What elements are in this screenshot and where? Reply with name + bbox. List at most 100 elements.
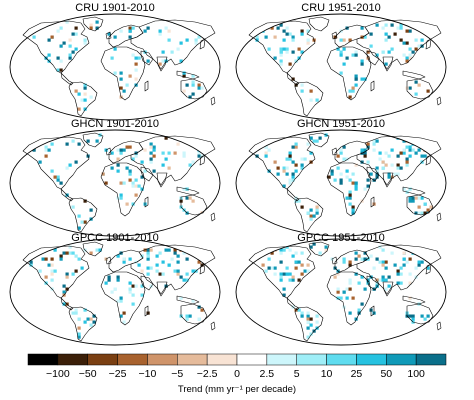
trend-cell [417,211,421,215]
trend-cell [294,260,298,264]
trend-cell [288,62,292,66]
trend-cell [74,89,78,93]
trend-cell [77,92,81,96]
trend-cell [399,26,403,30]
trend-cell [273,266,277,270]
trend-cell [113,287,117,291]
trend-cell [161,272,165,276]
trend-cells [252,133,433,221]
trend-cell [429,205,433,209]
trend-cell [44,145,48,149]
trend-cell [309,217,313,221]
trend-cell [282,47,286,51]
trend-cell [351,296,355,300]
trend-cell [122,181,126,185]
trend-cell [86,317,90,321]
trend-cell [360,275,364,279]
trend-cell [315,320,319,324]
trend-cell [378,157,382,161]
trend-cell [107,275,111,279]
trend-cell [342,290,346,294]
trend-cell [59,44,63,48]
trend-cell [200,86,204,90]
trend-cell [146,266,150,270]
trend-cell [414,211,418,215]
trend-cell [119,29,123,33]
trend-cell [56,175,60,179]
trend-cell [351,205,355,209]
trend-cell [71,32,75,36]
trend-cell [267,248,271,252]
trend-cell [279,53,283,57]
trend-cell [200,308,204,312]
trend-cell [369,32,373,36]
trend-cell [83,220,87,224]
panel-title: GHCN 1951-2010 [297,118,385,130]
trend-cell [414,38,418,42]
trend-cell [59,254,63,258]
trend-cell [306,142,310,146]
trend-cell [336,166,340,170]
trend-cell [83,38,87,42]
trend-cell [50,257,54,261]
trend-cell [384,287,388,291]
trend-cell [158,62,162,66]
trend-cell [339,296,343,300]
trend-cell [342,157,346,161]
trend-cell [122,148,126,152]
trend-cell [152,169,156,173]
trend-cell [116,157,120,161]
trend-cell [32,148,36,152]
trend-cell [125,202,129,206]
trend-cell [366,142,370,146]
trend-cell [342,145,346,149]
colorbar-tick-label: 100 [407,368,425,380]
colorbar-tick-label: 50 [380,368,392,380]
trend-cell [405,56,409,60]
trend-cell [408,47,412,51]
trend-cell [74,308,78,312]
trend-cell [89,323,93,327]
trend-cell [191,269,195,273]
trend-cell [158,29,162,33]
trend-cell [134,193,138,197]
trend-cell [149,145,153,149]
trend-cell [128,145,132,149]
trend-cell [197,317,201,321]
trend-cell [80,266,84,270]
trend-cell [315,139,319,143]
trend-cell [306,263,310,267]
map-frame [235,238,447,346]
trend-cell [167,151,171,155]
trend-cell [68,44,72,48]
trend-cell [384,278,388,282]
trend-cell [273,56,277,60]
trend-cell [351,211,355,215]
trend-cell [345,157,349,161]
trend-cell [288,151,292,155]
trend-cell [336,154,340,158]
trend-cell [176,254,180,258]
trend-cell [134,178,138,182]
trend-cell [53,175,57,179]
trend-cell [95,139,99,143]
trend-cell [384,151,388,155]
trend-cell [77,332,81,336]
trend-cell [381,160,385,164]
trend-cell [267,148,271,152]
trend-cell [140,269,144,273]
trend-cell [182,278,186,282]
trend-cell [167,263,171,267]
trend-cell [378,151,382,155]
trend-cell [300,50,304,54]
trend-cell [408,145,412,149]
trend-cell [408,196,412,200]
trend-cell [282,184,286,188]
trend-cell [119,148,123,152]
trend-cell [291,172,295,176]
trend-cell [161,163,165,167]
trend-cell [357,311,361,315]
map-frame [235,129,447,237]
trend-cell [119,196,123,200]
trend-cell [417,83,421,87]
